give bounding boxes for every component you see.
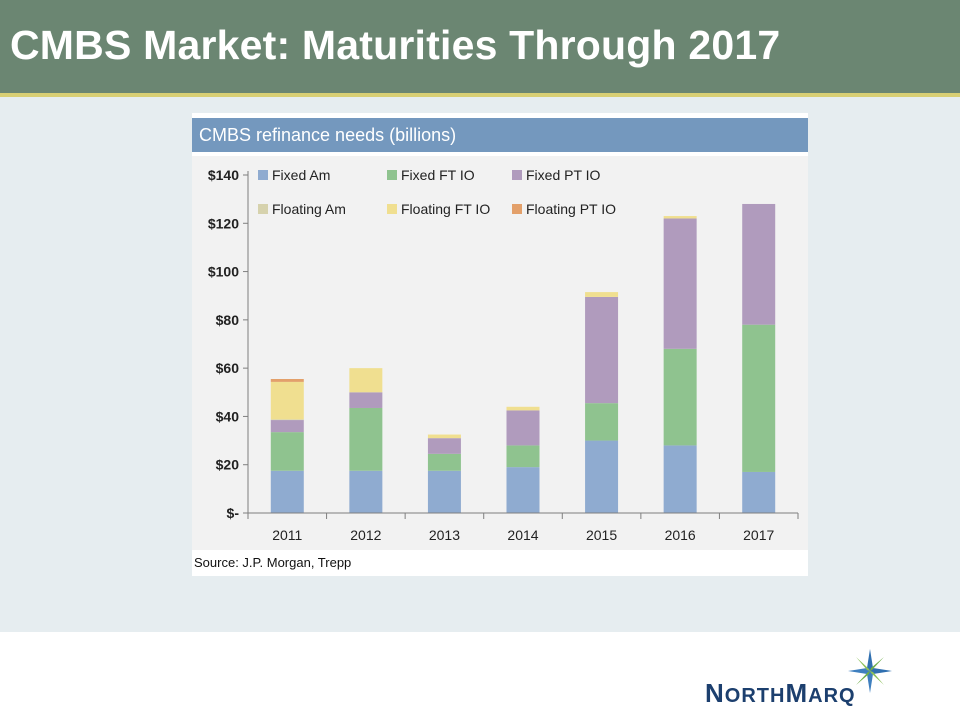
stacked-bar-chart: $- $20 $40 $60 $80 $100 $120 $140 2011 2012 2013 20… xyxy=(208,167,799,543)
bar-2014-series-1 xyxy=(506,445,540,468)
bar-2014-series-2 xyxy=(506,410,540,446)
bar-2013-series-0 xyxy=(427,470,461,513)
bar-2012-series-2 xyxy=(349,392,383,408)
bar-2013-series-4 xyxy=(427,434,461,439)
legend-label: Floating FT IO xyxy=(401,201,490,217)
y-tick-label: $- xyxy=(227,505,240,521)
y-tick-label: $120 xyxy=(208,215,239,231)
y-tick-label: $140 xyxy=(208,167,239,183)
x-tick-label: 2015 xyxy=(586,527,617,543)
bar-2015-series-1 xyxy=(585,403,619,441)
legend-swatch xyxy=(258,204,268,214)
slide-title: CMBS Market: Maturities Through 2017 xyxy=(10,22,781,68)
y-tick-label: $40 xyxy=(216,408,240,424)
bar-2012-series-1 xyxy=(349,407,383,471)
legend-swatch xyxy=(258,170,268,180)
compass-star-icon xyxy=(848,649,892,693)
bar-2011-series-1 xyxy=(270,432,304,471)
logo-wordmark: NORTHMARQ xyxy=(705,678,856,708)
x-tick-label: 2014 xyxy=(507,527,538,543)
bar-2011-series-0 xyxy=(270,470,304,513)
bar-2011-series-3 xyxy=(270,419,304,421)
slide-header xyxy=(0,0,960,93)
chart-panel: CMBS refinance needs (billions) $- $20 $40… xyxy=(192,113,808,576)
bar-2015-series-2 xyxy=(585,296,619,404)
chart-title: CMBS refinance needs (billions) xyxy=(199,125,457,145)
bar-2016-series-2 xyxy=(663,218,697,349)
bar-2013-series-2 xyxy=(427,438,461,454)
chart-source: Source: J.P. Morgan, Trepp xyxy=(194,555,352,570)
header-accent-line xyxy=(0,93,960,97)
bar-2014-series-0 xyxy=(506,467,540,513)
bar-2012-series-0 xyxy=(349,470,383,513)
y-tick-label: $60 xyxy=(216,360,240,376)
legend-label: Fixed FT IO xyxy=(401,167,475,183)
legend-label: Fixed Am xyxy=(272,167,330,183)
bar-2016-series-0 xyxy=(663,445,697,513)
bar-2011-series-2 xyxy=(270,420,304,433)
northmarq-logo: NORTHMARQ xyxy=(700,648,920,708)
bar-2014-series-4 xyxy=(506,406,540,411)
bar-2017-series-0 xyxy=(742,471,776,513)
bar-2016-series-1 xyxy=(663,348,697,446)
x-tick-label: 2016 xyxy=(665,527,696,543)
y-tick-label: $20 xyxy=(216,457,240,473)
bar-2011-series-5 xyxy=(270,379,304,382)
bar-2015-series-4 xyxy=(585,292,619,297)
x-tick-label: 2013 xyxy=(429,527,460,543)
bar-2017-series-2 xyxy=(742,203,776,325)
x-tick-label: 2017 xyxy=(743,527,774,543)
bar-2015-series-0 xyxy=(585,440,619,513)
legend-swatch xyxy=(512,204,522,214)
legend-label: Floating Am xyxy=(272,201,346,217)
bar-2012-series-4 xyxy=(349,368,383,393)
legend-swatch xyxy=(387,170,397,180)
y-tick-label: $100 xyxy=(208,264,239,280)
bar-2013-series-1 xyxy=(427,453,461,471)
chart-title-bar xyxy=(192,118,808,152)
legend-label: Floating PT IO xyxy=(526,201,616,217)
legend-swatch xyxy=(387,204,397,214)
bar-2017-series-1 xyxy=(742,324,776,472)
legend-swatch xyxy=(512,170,522,180)
x-tick-label: 2011 xyxy=(272,527,302,543)
y-tick-label: $80 xyxy=(216,312,240,328)
x-tick-label: 2012 xyxy=(350,527,381,543)
bar-2016-series-4 xyxy=(663,216,697,219)
bar-2011-series-4 xyxy=(270,381,304,420)
legend-label: Fixed PT IO xyxy=(526,167,601,183)
